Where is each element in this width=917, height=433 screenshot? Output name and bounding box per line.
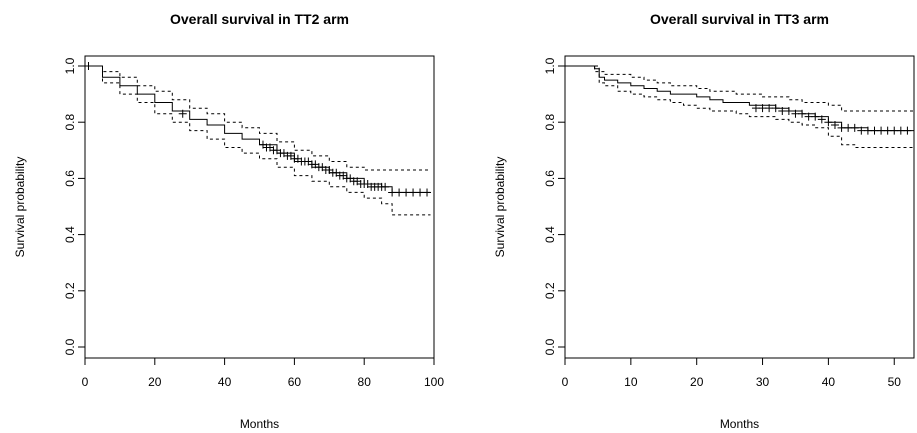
tt2-y-tick-label: 0.4 — [63, 226, 77, 243]
tt2-x-axis-label: Months — [240, 417, 279, 431]
tt2-x-tick-label: 60 — [288, 375, 302, 389]
tt3-censor-mark — [771, 104, 780, 113]
tt3-y-axis-label: Survival probability — [493, 157, 507, 258]
tt3-y-tick-label: 0.6 — [543, 170, 557, 187]
tt3-x-tick-label: 50 — [888, 375, 902, 389]
tt2-lower-ci-line — [85, 65, 431, 216]
tt2-censor-mark — [402, 188, 411, 197]
tt2-x-tick-label: 20 — [148, 375, 162, 389]
tt3-x-tick-label: 30 — [756, 375, 770, 389]
tt3-censor-mark — [830, 121, 839, 130]
tt3-estimate-line — [565, 65, 914, 132]
tt3-censor-mark — [784, 106, 793, 115]
tt3-censor-mark — [824, 118, 833, 127]
tt2-upper-ci-line — [85, 65, 431, 171]
tt3-x-tick-label: 40 — [822, 375, 836, 389]
tt2-x-tick-label: 0 — [82, 375, 89, 389]
tt2-y-tick-label: 0.2 — [63, 282, 77, 299]
tt3-y-tick-label: 0.0 — [543, 338, 557, 355]
tt2-x-tick-label: 80 — [358, 375, 372, 389]
tt2-censor-mark — [84, 62, 93, 70]
tt2-censor-mark — [423, 188, 432, 197]
tt3-x-tick-label: 10 — [624, 375, 638, 389]
tt2-y-tick-label: 0.8 — [63, 114, 77, 131]
tt3-censor-mark — [817, 115, 826, 124]
tt2-y-tick-label: 0.0 — [63, 338, 77, 355]
tt3-censor-mark — [903, 126, 912, 135]
tt3-censor-mark — [811, 112, 820, 121]
tt2-plot-frame — [84, 55, 435, 359]
tt2-censor-mark — [388, 188, 397, 197]
tt2-x-tick-label: 40 — [218, 375, 232, 389]
tt3-censor-marks — [751, 104, 912, 135]
tt3-y-tick-label: 0.8 — [543, 114, 557, 131]
tt2-y-axis: 0.0 0.2 0.4 0.6 0.8 1.0 — [63, 57, 86, 355]
tt3-x-tick-label: 20 — [690, 375, 704, 389]
tt3-survival-panel: Overall survival in TT3 arm 0 10 20 30 40 50 … — [493, 11, 915, 431]
tt3-chart-title: Overall survival in TT3 arm — [650, 11, 829, 27]
tt2-censor-mark — [395, 188, 404, 197]
tt3-y-axis: 0.0 0.2 0.4 0.6 0.8 1.0 — [543, 57, 566, 355]
tt2-survival-panel: Overall survival in TT2 arm 0 20 40 60 80 100… — [13, 11, 444, 431]
tt2-censor-mark — [178, 109, 187, 118]
tt3-censor-mark — [798, 109, 807, 118]
tt3-y-tick-label: 0.4 — [543, 226, 557, 243]
tt3-x-axis: 0 10 20 30 40 50 — [562, 357, 902, 389]
tt2-x-tick-label: 100 — [424, 375, 444, 389]
tt3-plot-frame — [564, 55, 915, 359]
tt2-y-tick-label: 0.6 — [63, 170, 77, 187]
tt2-survival-curves — [85, 65, 431, 216]
tt2-censor-mark — [381, 182, 390, 191]
tt3-x-tick-label: 0 — [562, 375, 569, 389]
tt2-estimate-line — [85, 65, 431, 193]
tt3-y-tick-label: 1.0 — [543, 57, 557, 74]
tt2-censor-mark — [416, 188, 425, 197]
tt2-censor-mark — [409, 188, 418, 197]
tt3-y-tick-label: 0.2 — [543, 282, 557, 299]
tt3-survival-curves — [565, 65, 914, 148]
tt3-upper-ci-line — [565, 65, 914, 112]
tt2-y-axis-label: Survival probability — [13, 157, 27, 258]
tt3-x-axis-label: Months — [720, 417, 759, 431]
tt2-y-tick-label: 1.0 — [63, 57, 77, 74]
tt2-censor-marks — [84, 62, 432, 197]
tt3-lower-ci-line — [565, 65, 914, 148]
tt2-chart-title: Overall survival in TT2 arm — [170, 11, 349, 27]
tt3-censor-mark — [850, 123, 859, 132]
tt2-x-axis: 0 20 40 60 80 100 — [82, 357, 444, 389]
